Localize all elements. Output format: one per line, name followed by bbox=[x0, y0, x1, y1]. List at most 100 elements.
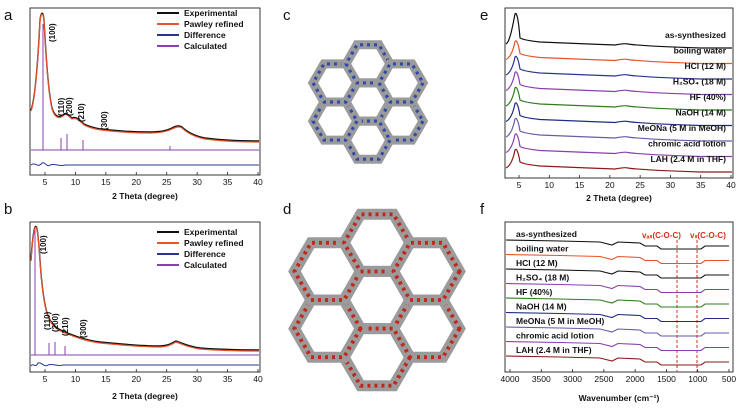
panel-f-xlabel: Wavenumber (cm⁻¹) bbox=[579, 393, 660, 403]
legend-label: Difference bbox=[184, 30, 226, 40]
pxrd-series-label: HCl (12 M) bbox=[684, 61, 726, 71]
panel-b-xticks: 5 10 15 20 25 30 35 40 bbox=[43, 369, 263, 384]
panel-label-b: b bbox=[4, 201, 12, 218]
ir-series-label: NaOH (14 M) bbox=[516, 302, 567, 312]
pxrd-series-curve bbox=[505, 71, 732, 96]
legend-label: Pawley refined bbox=[184, 19, 244, 29]
panel-e-plot: as-synthesized boiling water HCl (12 M) H₂S… bbox=[504, 7, 736, 203]
x-tick-label: 10 bbox=[71, 374, 81, 384]
x-tick-label: 35 bbox=[223, 177, 233, 187]
ir-series-curve bbox=[505, 355, 729, 366]
framework-heteroatoms bbox=[311, 100, 359, 142]
ir-series-curve bbox=[505, 253, 729, 265]
panel-e-xticks: 5 10 15 20 25 30 35 40 bbox=[517, 175, 736, 190]
panel-b-calculated-sticks bbox=[34, 228, 66, 355]
x-tick-label: 10 bbox=[71, 177, 81, 187]
x-tick-label: 25 bbox=[162, 177, 172, 187]
x-tick-label: 40 bbox=[253, 177, 263, 187]
ir-series-curve bbox=[505, 297, 729, 308]
panel-f-plot: vₐₛ(C-O-C) vₛ(C-O-C) as-synthesized boili… bbox=[501, 221, 736, 403]
pxrd-series-label: H₂SO₄ (18 M) bbox=[673, 77, 726, 87]
framework-heteroatoms bbox=[344, 119, 392, 161]
panel-a-pawley-curve bbox=[30, 13, 260, 143]
panel-b-peak-100: (100) bbox=[39, 235, 48, 254]
panel-f-xticks: 4000 3500 3000 2500 2000 1500 1000 500 bbox=[501, 369, 736, 384]
ir-series-curve bbox=[505, 268, 729, 279]
panel-b-peak-110: (110) bbox=[43, 311, 52, 330]
panel-f-frame bbox=[504, 221, 734, 373]
panel-b-plot: 5 10 15 20 25 30 35 40 2 Theta (degree) (100) (… bbox=[29, 221, 263, 401]
panel-a-peak-110: (110) bbox=[57, 97, 66, 116]
x-tick-label: 30 bbox=[666, 180, 676, 190]
framework-heteroatoms bbox=[391, 240, 462, 302]
legend-label: Calculated bbox=[184, 41, 227, 51]
legend-label: Experimental bbox=[184, 8, 237, 18]
ir-series-label: MeONa (5 M in MeOH) bbox=[516, 316, 604, 326]
panel-label-d: d bbox=[283, 201, 291, 218]
panel-a-xlabel: 2 Theta (degree) bbox=[112, 191, 178, 201]
framework-heteroatoms bbox=[292, 240, 363, 302]
x-tick-label: 10 bbox=[545, 180, 555, 190]
pxrd-series-curve bbox=[505, 102, 732, 127]
ir-series-label: HF (40%) bbox=[516, 287, 553, 297]
legend-label: Experimental bbox=[184, 227, 237, 237]
legend-label: Calculated bbox=[184, 260, 227, 270]
x-tick-label: 35 bbox=[696, 180, 706, 190]
panel-a-plot: 5 10 15 20 25 30 35 40 2 Theta (degree) (100) (… bbox=[29, 7, 263, 201]
pxrd-series-curve bbox=[505, 40, 732, 65]
ir-series-label: LAH (2.4 M in THF) bbox=[516, 345, 592, 355]
pxrd-series-label: as-synthesized bbox=[665, 30, 726, 40]
panel-a-calculated-sticks bbox=[42, 24, 171, 150]
pxrd-series-label: LAH (2.4 M in THF) bbox=[650, 154, 726, 164]
x-tick-label: 15 bbox=[101, 177, 111, 187]
panel-label-e: e bbox=[480, 7, 488, 24]
panel-c-framework-image bbox=[307, 40, 429, 164]
panel-a-frame bbox=[29, 7, 261, 176]
ir-series-label: as-synthesized bbox=[516, 229, 577, 239]
x-tick-label: 4000 bbox=[501, 374, 520, 384]
pxrd-series-curve bbox=[505, 55, 732, 80]
pxrd-series-curve bbox=[505, 133, 732, 158]
panel-b-frame bbox=[29, 221, 261, 373]
x-tick-label: 2500 bbox=[594, 374, 613, 384]
panel-b-xlabel: 2 Theta (degree) bbox=[112, 391, 178, 401]
panel-label-c: c bbox=[283, 7, 291, 24]
panel-a-peak-210: (210) bbox=[77, 103, 86, 122]
panel-e-series-labels: as-synthesized boiling water HCl (12 M) H₂S… bbox=[638, 30, 727, 164]
x-tick-label: 500 bbox=[722, 374, 736, 384]
x-tick-label: 40 bbox=[726, 180, 736, 190]
panel-b-pawley-curve bbox=[30, 226, 260, 352]
x-tick-label: 40 bbox=[253, 374, 263, 384]
framework-heteroatoms bbox=[341, 212, 413, 274]
pxrd-series-label: HF (40%) bbox=[690, 92, 727, 102]
x-tick-label: 35 bbox=[223, 374, 233, 384]
ir-series-curve bbox=[505, 311, 729, 323]
x-tick-label: 30 bbox=[192, 374, 202, 384]
x-tick-label: 5 bbox=[43, 177, 48, 187]
panel-b-peak-300: (300) bbox=[79, 319, 88, 338]
x-tick-label: 3000 bbox=[563, 374, 582, 384]
x-tick-label: 25 bbox=[635, 180, 645, 190]
framework-heteroatoms bbox=[292, 298, 363, 360]
panel-a-peak-100: (100) bbox=[48, 23, 57, 42]
pxrd-series-label: chromic acid lotion bbox=[648, 139, 726, 149]
x-tick-label: 20 bbox=[605, 180, 615, 190]
panel-f-annotation-vas: vₐₛ(C-O-C) bbox=[642, 231, 681, 240]
ir-series-label: H₂SO₄ (18 M) bbox=[516, 273, 569, 283]
panel-label-a: a bbox=[4, 7, 13, 24]
ir-series-label: HCl (12 M) bbox=[516, 258, 558, 268]
panel-a-peak-200: (200) bbox=[65, 97, 74, 116]
panel-e-curves bbox=[505, 12, 732, 173]
x-tick-label: 1500 bbox=[657, 374, 676, 384]
ir-series-curve bbox=[505, 340, 729, 352]
panel-f-series-labels: as-synthesized boiling water HCl (12 M) H₂S… bbox=[516, 229, 604, 355]
panel-f-curves bbox=[505, 239, 729, 366]
ir-series-curve bbox=[505, 282, 729, 294]
x-tick-label: 20 bbox=[132, 177, 142, 187]
x-tick-label: 1000 bbox=[688, 374, 707, 384]
x-tick-label: 25 bbox=[162, 374, 172, 384]
x-tick-label: 30 bbox=[192, 177, 202, 187]
panel-a-difference-curve bbox=[30, 162, 259, 167]
